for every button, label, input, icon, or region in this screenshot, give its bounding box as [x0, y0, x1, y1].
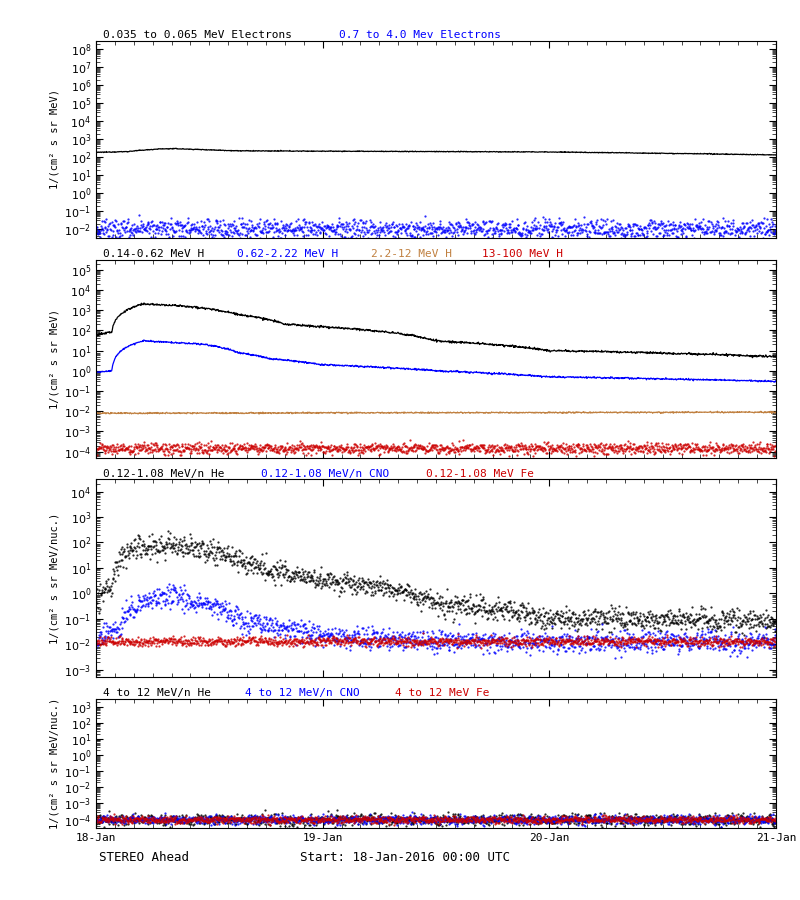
Text: 4 to 12 MeV/n CNO: 4 to 12 MeV/n CNO [245, 688, 360, 698]
Text: 0.12-1.08 MeV/n CNO: 0.12-1.08 MeV/n CNO [261, 469, 389, 479]
Text: 0.035 to 0.065 MeV Electrons: 0.035 to 0.065 MeV Electrons [102, 30, 292, 40]
Text: 0.62-2.22 MeV H: 0.62-2.22 MeV H [237, 249, 338, 259]
Text: 4 to 12 MeV/n He: 4 to 12 MeV/n He [102, 688, 211, 698]
Y-axis label: 1/(cm² s sr MeV/nuc.): 1/(cm² s sr MeV/nuc.) [50, 513, 60, 644]
Text: 0.12-1.08 MeV Fe: 0.12-1.08 MeV Fe [426, 469, 534, 479]
Text: 13-100 MeV H: 13-100 MeV H [482, 249, 563, 259]
Text: 0.14-0.62 MeV H: 0.14-0.62 MeV H [102, 249, 204, 259]
Text: Start: 18-Jan-2016 00:00 UTC: Start: 18-Jan-2016 00:00 UTC [300, 851, 510, 864]
Text: 0.12-1.08 MeV/n He: 0.12-1.08 MeV/n He [102, 469, 224, 479]
Y-axis label: 1/(cm² s sr MeV): 1/(cm² s sr MeV) [50, 89, 60, 189]
Y-axis label: 1/(cm² s sr MeV): 1/(cm² s sr MeV) [50, 309, 60, 409]
Text: 4 to 12 MeV Fe: 4 to 12 MeV Fe [395, 688, 490, 698]
Y-axis label: 1/(cm² s sr MeV/nuc.): 1/(cm² s sr MeV/nuc.) [50, 698, 60, 829]
Text: 0.7 to 4.0 Mev Electrons: 0.7 to 4.0 Mev Electrons [338, 30, 501, 40]
Text: 2.2-12 MeV H: 2.2-12 MeV H [371, 249, 453, 259]
Text: STEREO Ahead: STEREO Ahead [99, 851, 190, 864]
